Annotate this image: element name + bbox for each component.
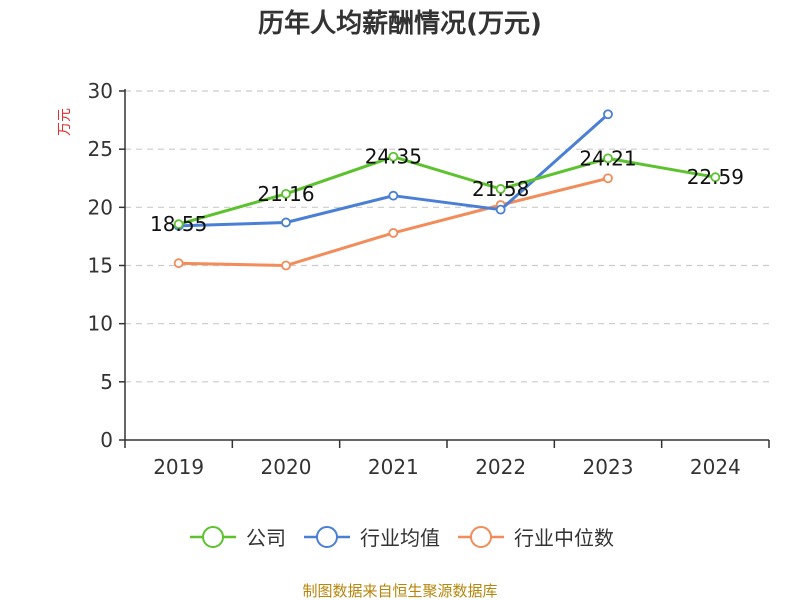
x-tick-label: 2020 bbox=[261, 455, 312, 479]
data-label: 18.55 bbox=[150, 212, 207, 236]
legend-item: 行业均值 bbox=[304, 526, 440, 550]
data-label: 24.35 bbox=[365, 145, 422, 169]
grid-lines bbox=[125, 90, 769, 383]
legend-marker bbox=[202, 526, 224, 548]
data-label: 22.59 bbox=[687, 165, 744, 189]
y-tick-label: 15 bbox=[88, 254, 113, 278]
y-tick-label: 25 bbox=[88, 137, 113, 161]
data-point bbox=[281, 217, 291, 228]
y-ticks: 0 5 10 15 20 25 30 bbox=[88, 79, 113, 452]
data-point bbox=[603, 153, 613, 164]
chart-title: 历年人均薪酬情况(万元) bbox=[258, 8, 542, 39]
data-point bbox=[281, 260, 291, 271]
x-tick-label: 2023 bbox=[583, 455, 634, 479]
data-point bbox=[495, 184, 506, 194]
series-line bbox=[178, 113, 609, 228]
data-labels: 18.55 21.16 24.35 21.58 24.21 22.59 bbox=[150, 145, 744, 236]
legend-marker bbox=[316, 526, 338, 548]
legend: 公司 行业均值 行业中位数 bbox=[190, 526, 614, 550]
axes bbox=[119, 89, 770, 448]
y-tick-label: 20 bbox=[88, 195, 113, 219]
x-tick-label: 2022 bbox=[475, 455, 526, 479]
y-tick-label: 30 bbox=[88, 79, 113, 103]
legend-marker bbox=[470, 526, 492, 548]
series-line bbox=[178, 155, 716, 226]
data-point bbox=[388, 151, 399, 162]
data-point bbox=[603, 173, 613, 184]
x-tick-label: 2024 bbox=[690, 455, 741, 479]
data-label: 21.16 bbox=[257, 182, 314, 206]
data-point bbox=[388, 190, 399, 201]
legend-label: 行业中位数 bbox=[514, 526, 614, 550]
data-label: 21.58 bbox=[472, 177, 529, 201]
series-layer bbox=[173, 109, 721, 271]
legend-item: 公司 bbox=[190, 526, 286, 550]
data-point bbox=[603, 109, 613, 120]
data-point bbox=[173, 258, 184, 269]
data-point bbox=[495, 204, 506, 215]
legend-item: 行业中位数 bbox=[458, 526, 614, 550]
data-point bbox=[388, 228, 399, 238]
source-note: 制图数据来自恒生聚源数据库 bbox=[302, 582, 497, 600]
x-tick-label: 2021 bbox=[368, 455, 419, 479]
y-axis-label: 万元 bbox=[57, 108, 73, 136]
y-tick-label: 10 bbox=[88, 312, 113, 336]
y-tick-label: 5 bbox=[100, 370, 113, 394]
x-ticks: 2019 2020 2021 2022 2023 2024 bbox=[153, 455, 741, 479]
x-tick-label: 2019 bbox=[153, 455, 204, 479]
data-label: 24.21 bbox=[579, 146, 636, 170]
legend-label: 行业均值 bbox=[360, 526, 440, 550]
data-point bbox=[281, 188, 291, 199]
legend-label: 公司 bbox=[246, 526, 286, 550]
y-tick-label: 0 bbox=[100, 428, 113, 452]
data-point bbox=[710, 172, 721, 183]
data-point bbox=[173, 219, 184, 230]
